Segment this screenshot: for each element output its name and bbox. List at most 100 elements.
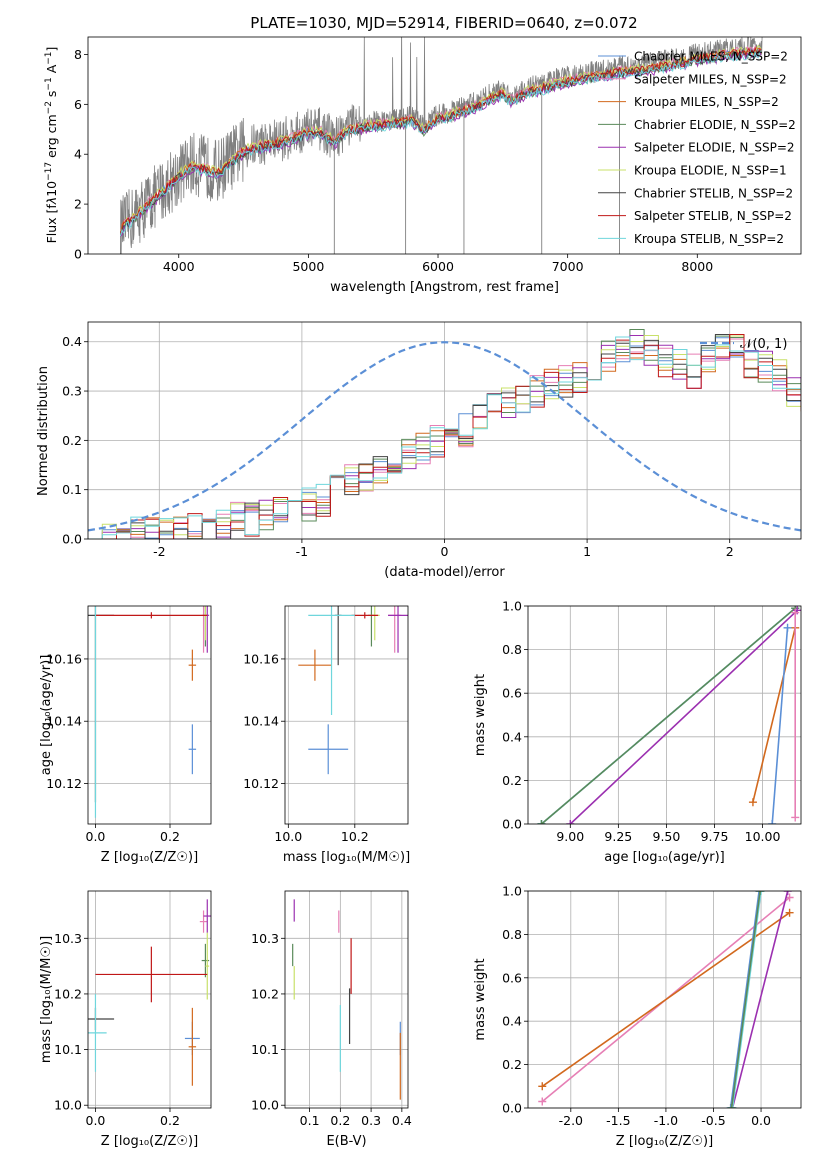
plot-area xyxy=(88,606,210,818)
y-tick-label: 1.0 xyxy=(502,884,522,899)
x-tick-label: 5000 xyxy=(292,259,324,274)
x-tick-label: 4000 xyxy=(163,259,195,274)
axes-mass_vs_Z: 0.0 0.2 10.0 10.1 10.2 10.3 Z [log₁₀(Z/Z☉)] mas… xyxy=(39,890,212,1149)
axes-frame xyxy=(87,36,802,255)
errorbar-point xyxy=(95,612,208,619)
weight-marker xyxy=(748,798,757,807)
axes-weight_vs_Z: -2.0 -1.5 -1.0 -0.5 0.0 0.0 0.2 0.4 0.6 0.8 1.0 Z [… xyxy=(473,884,802,1149)
y-tick-label: 4 xyxy=(74,147,82,162)
x-axis-label: mass [log₁₀(M/M☉)] xyxy=(283,850,410,865)
y-tick-label: 0.0 xyxy=(62,532,82,547)
legend-label: Kroupa STELIB, N_SSP=2 xyxy=(634,232,784,246)
y-tick-label: 10.16 xyxy=(243,651,279,666)
y-tick-label: 0.1 xyxy=(62,482,82,497)
x-tick-label: -1.0 xyxy=(654,1113,678,1128)
x-tick-label: 0.0 xyxy=(86,1113,106,1128)
plot-area xyxy=(298,606,408,775)
x-tick-label: 0.1 xyxy=(300,1113,320,1128)
y-tick-label: 0.2 xyxy=(62,433,82,448)
y-tick-label: 10.3 xyxy=(251,931,279,946)
axes-frame xyxy=(284,605,409,825)
weight-marker xyxy=(768,820,777,824)
weight-marker xyxy=(791,813,800,822)
x-axis-label: Z [log₁₀(Z/Z☉)] xyxy=(616,1134,713,1149)
y-tick-label: 0.3 xyxy=(62,384,82,399)
weight-line xyxy=(731,891,789,1108)
x-tick-label: 9.50 xyxy=(653,829,681,844)
y-axis-label: Normed distribution xyxy=(36,366,51,496)
y-tick-label: 10.2 xyxy=(54,986,82,1001)
plot-area xyxy=(538,891,794,1108)
axes-weight_vs_age: 9.00 9.25 9.50 9.75 10.00 0.0 0.2 0.4 0.6 0.8 1.0 a… xyxy=(473,599,802,865)
weight-marker xyxy=(757,891,766,895)
y-tick-label: 10.0 xyxy=(54,1098,82,1113)
x-tick-label: 7000 xyxy=(552,259,584,274)
y-axis-label: mass [log₁₀(M/M☉)] xyxy=(39,936,54,1063)
legend-label: Salpeter STELIB, N_SSP=2 xyxy=(634,209,792,223)
weight-line xyxy=(771,627,789,824)
y-tick-label: 10.0 xyxy=(251,1098,279,1113)
errorbar-point xyxy=(188,1007,197,1086)
x-axis-label: (data-model)/error xyxy=(384,565,505,580)
x-axis-label: Z [log₁₀(Z/Z☉)] xyxy=(101,850,198,865)
model-spectrum-line xyxy=(119,50,762,237)
errorbar-point xyxy=(298,649,332,681)
x-tick-label: 6000 xyxy=(422,259,454,274)
errorbar-point xyxy=(201,943,210,978)
residual-histogram xyxy=(88,347,801,539)
x-tick-label: 0.3 xyxy=(361,1113,381,1128)
spectrum-legend: Chabrier MILES, N_SSP=2 Salpeter MILES, N… xyxy=(598,50,796,246)
y-tick-label: 2 xyxy=(74,197,82,212)
y-tick-label: 10.12 xyxy=(243,776,279,791)
grid xyxy=(285,891,408,1108)
spectrum-title: PLATE=1030, MJD=52914, FIBERID=0640, z=0… xyxy=(250,14,637,32)
y-tick-label: 0.2 xyxy=(502,1057,522,1072)
plot-area xyxy=(292,899,401,1100)
x-tick-label: -2 xyxy=(153,544,165,559)
legend-label: Chabrier ELODIE, N_SSP=2 xyxy=(634,118,796,132)
y-tick-label: 6 xyxy=(74,97,82,112)
y-tick-label: 0.8 xyxy=(502,642,522,657)
errorbar-point xyxy=(95,946,208,1003)
x-axis-label: E(B-V) xyxy=(326,1134,366,1149)
y-tick-label: 8 xyxy=(74,47,82,62)
errorbar-point xyxy=(205,932,210,1000)
x-tick-label: 0.2 xyxy=(330,1113,350,1128)
weight-marker xyxy=(783,891,792,895)
axes-mass_vs_EBV: 0.1 0.2 0.3 0.4 10.0 10.1 10.2 10.3 E(B-V) xyxy=(251,890,412,1149)
plot-area xyxy=(88,899,211,1086)
x-axis-label: wavelength [Angstrom, rest frame] xyxy=(330,280,559,295)
x-tick-label: 9.00 xyxy=(556,829,584,844)
weight-line xyxy=(730,891,761,1108)
x-tick-label: -1 xyxy=(296,544,308,559)
weight-marker xyxy=(785,908,794,917)
legend-label: Chabrier MILES, N_SSP=2 xyxy=(634,50,788,64)
axes-frame xyxy=(87,321,802,540)
weight-marker xyxy=(538,1082,547,1091)
y-tick-label: 10.1 xyxy=(251,1042,279,1057)
weight-marker xyxy=(566,820,575,824)
errorbar-point xyxy=(388,606,408,653)
y-axis-label: mass weight xyxy=(473,674,488,756)
axes-spectrum: 4000 5000 6000 7000 8000 0 2 4 6 8 wavelength [Ang… xyxy=(44,36,802,295)
weight-line xyxy=(729,891,760,1108)
residual-histogram xyxy=(88,337,801,539)
plot-area xyxy=(119,37,763,254)
y-tick-label: 0.0 xyxy=(502,1101,522,1116)
axes-frame xyxy=(284,890,409,1109)
axes-age_vs_mass: 10.0 10.2 10.12 10.14 10.16 mass [log₁₀(M/M☉)… xyxy=(243,605,410,865)
weight-marker xyxy=(756,891,765,895)
y-tick-label: 0.6 xyxy=(502,970,522,985)
y-tick-label: 10.16 xyxy=(46,651,82,666)
x-tick-label: 0 xyxy=(441,544,449,559)
weight-marker xyxy=(726,1104,735,1108)
y-tick-label: 0.6 xyxy=(502,686,522,701)
legend-label: 𝒩(0, 1) xyxy=(740,337,787,352)
y-tick-label: 10.3 xyxy=(54,931,82,946)
y-tick-label: 10.1 xyxy=(54,1042,82,1057)
x-tick-label: 0.2 xyxy=(160,829,180,844)
errorbar-point xyxy=(88,993,107,1072)
x-tick-label: -2.0 xyxy=(559,1113,583,1128)
y-tick-label: 0.2 xyxy=(502,773,522,788)
